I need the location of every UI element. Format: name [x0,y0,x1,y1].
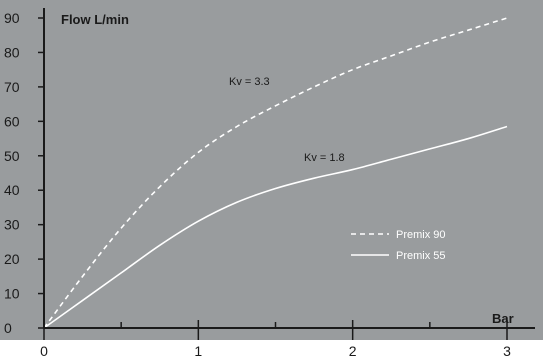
legend-label-premix-90: Premix 90 [396,229,446,241]
y-tick-label-70: 70 [4,79,20,95]
y-tick-label-20: 20 [4,251,20,267]
axis-layer [43,8,535,329]
y-tick-label-80: 80 [4,44,20,60]
series-line-premix-90 [43,17,508,329]
series-line-premix-55 [43,125,508,329]
series-layer [43,17,508,329]
x-tick-label-2: 2 [349,343,357,357]
x-tick-label-1: 1 [194,343,202,357]
y-tick-label-60: 60 [4,113,20,129]
y-tick-label-10: 10 [4,286,20,302]
annotation-premix-90: Kv = 3.3 [229,76,270,88]
y-tick-label-50: 50 [4,148,20,164]
annotation-premix-55: Kv = 1.8 [304,152,345,164]
y-axis-title: Flow L/min [61,12,129,27]
legend-label-premix-55: Premix 55 [396,250,446,262]
y-tick-label-90: 90 [4,10,20,26]
x-tick-label-3: 3 [503,343,511,357]
y-tick-label-0: 0 [4,320,12,336]
legend: Premix 90 Premix 55 [351,229,446,262]
ticks-layer: 0 10 20 30 40 50 60 70 80 90 0 1 2 3 [4,10,511,357]
y-tick-label-40: 40 [4,182,20,198]
x-axis-title: Bar [492,311,514,326]
plot-background [0,0,543,340]
y-tick-label-30: 30 [4,217,20,233]
x-tick-label-0: 0 [40,343,48,357]
